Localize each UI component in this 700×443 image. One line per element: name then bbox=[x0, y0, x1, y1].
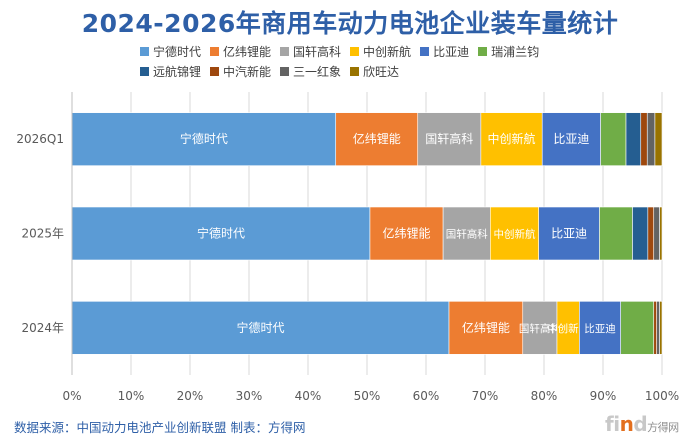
legend: 宁德时代 亿纬锂能 国轩高科 中创新航 比亚迪 瑞浦兰钧远航锦锂 中汽新能 三一红象 欣旺达 bbox=[140, 43, 590, 80]
legend-swatch bbox=[350, 47, 360, 56]
bar-segment bbox=[579, 301, 622, 355]
bar-data-label: 亿纬锂能 bbox=[353, 131, 401, 146]
legend-label: 亿纬锂能 bbox=[223, 45, 272, 59]
legend-item: 国轩高科 bbox=[280, 43, 341, 60]
bar-data-label: 宁德时代 bbox=[236, 320, 284, 335]
bar-segment bbox=[659, 206, 663, 261]
bar-segment bbox=[335, 112, 419, 166]
legend-item: 比亚迪 bbox=[420, 43, 469, 60]
bar-data-label: 亿纬锂能 bbox=[383, 226, 431, 241]
bar-data-label: 比亚迪 bbox=[584, 322, 616, 335]
bar-segment bbox=[646, 112, 656, 166]
legend-item: 中汽新能 bbox=[210, 63, 271, 80]
x-tick-label: 0% bbox=[62, 389, 81, 403]
bar-data-label: 中创新航 bbox=[494, 228, 536, 241]
bar-segment bbox=[659, 301, 663, 355]
x-tick-label: 20% bbox=[177, 389, 204, 403]
legend-swatch bbox=[280, 47, 290, 56]
logo-text-main: fi bbox=[605, 412, 620, 436]
legend-item: 中创新航 bbox=[350, 43, 411, 60]
legend-swatch bbox=[350, 67, 360, 76]
x-tick-label: 80% bbox=[531, 389, 558, 403]
legend-label: 欣旺达 bbox=[363, 65, 400, 79]
legend-item: 三一红象 bbox=[280, 63, 341, 80]
legend-item: 亿纬锂能 bbox=[210, 43, 271, 60]
legend-label: 远航锦锂 bbox=[153, 65, 202, 79]
y-category-label: 2025年 bbox=[21, 227, 64, 241]
bar-segment bbox=[654, 112, 663, 166]
legend-swatch bbox=[280, 67, 290, 76]
bar-data-label: 亿纬锂能 bbox=[462, 320, 510, 335]
x-tick-label: 40% bbox=[295, 389, 322, 403]
bar-data-label: 宁德时代 bbox=[197, 226, 245, 241]
bar-segment bbox=[448, 301, 524, 355]
legend-swatch bbox=[478, 47, 488, 56]
x-tick-label: 70% bbox=[472, 389, 499, 403]
bar-segment bbox=[71, 301, 450, 355]
bar-segment bbox=[522, 301, 558, 355]
legend-item: 宁德时代 bbox=[140, 43, 201, 60]
bar-segment bbox=[647, 206, 655, 261]
bar-data-label: 比亚迪 bbox=[551, 227, 587, 241]
bar-data-label: 国轩高科 bbox=[425, 131, 473, 146]
bar-segment bbox=[625, 112, 642, 166]
x-tick-label: 60% bbox=[413, 389, 440, 403]
legend-swatch bbox=[420, 47, 430, 56]
bar-segment bbox=[71, 112, 337, 166]
bar-segment bbox=[71, 206, 371, 261]
legend-swatch bbox=[210, 67, 220, 76]
legend-label: 中创新航 bbox=[363, 45, 412, 59]
y-category-label: 2026Q1 bbox=[16, 132, 64, 146]
bar-data-label: 中创新航 bbox=[488, 131, 536, 146]
watermark-logo: find方得网 bbox=[605, 412, 679, 436]
bar-segment bbox=[600, 112, 627, 166]
x-tick-label: 30% bbox=[236, 389, 263, 403]
bar-segment bbox=[599, 206, 633, 261]
bar-segment bbox=[653, 206, 660, 261]
bar-segment bbox=[620, 301, 655, 355]
bar-segment bbox=[369, 206, 444, 261]
bar-segment bbox=[442, 206, 491, 261]
bar-segment bbox=[541, 112, 601, 166]
y-category-label: 2024年 bbox=[21, 321, 64, 335]
bar-data-label: 中创新航 bbox=[547, 322, 589, 335]
bar-data-label: 宁德时代 bbox=[180, 131, 228, 146]
legend-swatch bbox=[140, 67, 149, 76]
bar-segment bbox=[417, 112, 482, 166]
legend-label: 中汽新能 bbox=[223, 65, 272, 79]
legend-swatch bbox=[140, 47, 149, 56]
legend-swatch bbox=[210, 47, 220, 56]
chart-title: 2024-2026年商用车动力电池企业装车量统计 bbox=[81, 9, 619, 38]
x-tick-label: 100% bbox=[645, 389, 679, 403]
x-tick-label: 90% bbox=[590, 389, 617, 403]
bar-data-label: 国轩高科 bbox=[519, 322, 561, 335]
logo-text-accent: n bbox=[619, 412, 634, 436]
data-source-note: 数据来源：中国动力电池产业创新联盟 制表：方得网 bbox=[14, 420, 306, 435]
legend-label: 国轩高科 bbox=[293, 45, 342, 59]
legend-item: 远航锦锂 bbox=[140, 63, 201, 80]
bar-segment bbox=[490, 206, 539, 261]
bar-segment bbox=[656, 301, 660, 355]
legend-label: 瑞浦兰钧 bbox=[491, 45, 540, 59]
x-tick-label: 10% bbox=[118, 389, 145, 403]
bar-segment bbox=[538, 206, 600, 261]
bar-data-label: 国轩高科 bbox=[446, 228, 488, 241]
bar-data-label: 比亚迪 bbox=[553, 132, 589, 146]
x-tick-label: 50% bbox=[354, 389, 381, 403]
bar-segment bbox=[640, 112, 648, 166]
legend-item: 瑞浦兰钧 bbox=[478, 43, 539, 60]
legend-label: 三一红象 bbox=[293, 65, 342, 79]
logo-text-end: d bbox=[633, 412, 648, 436]
legend-label: 比亚迪 bbox=[433, 45, 470, 59]
legend-label: 宁德时代 bbox=[153, 45, 202, 59]
legend-item: 欣旺达 bbox=[350, 63, 399, 80]
bar-segment bbox=[632, 206, 649, 261]
logo-brand: 方得网 bbox=[647, 421, 679, 434]
bar-segment bbox=[653, 301, 657, 355]
